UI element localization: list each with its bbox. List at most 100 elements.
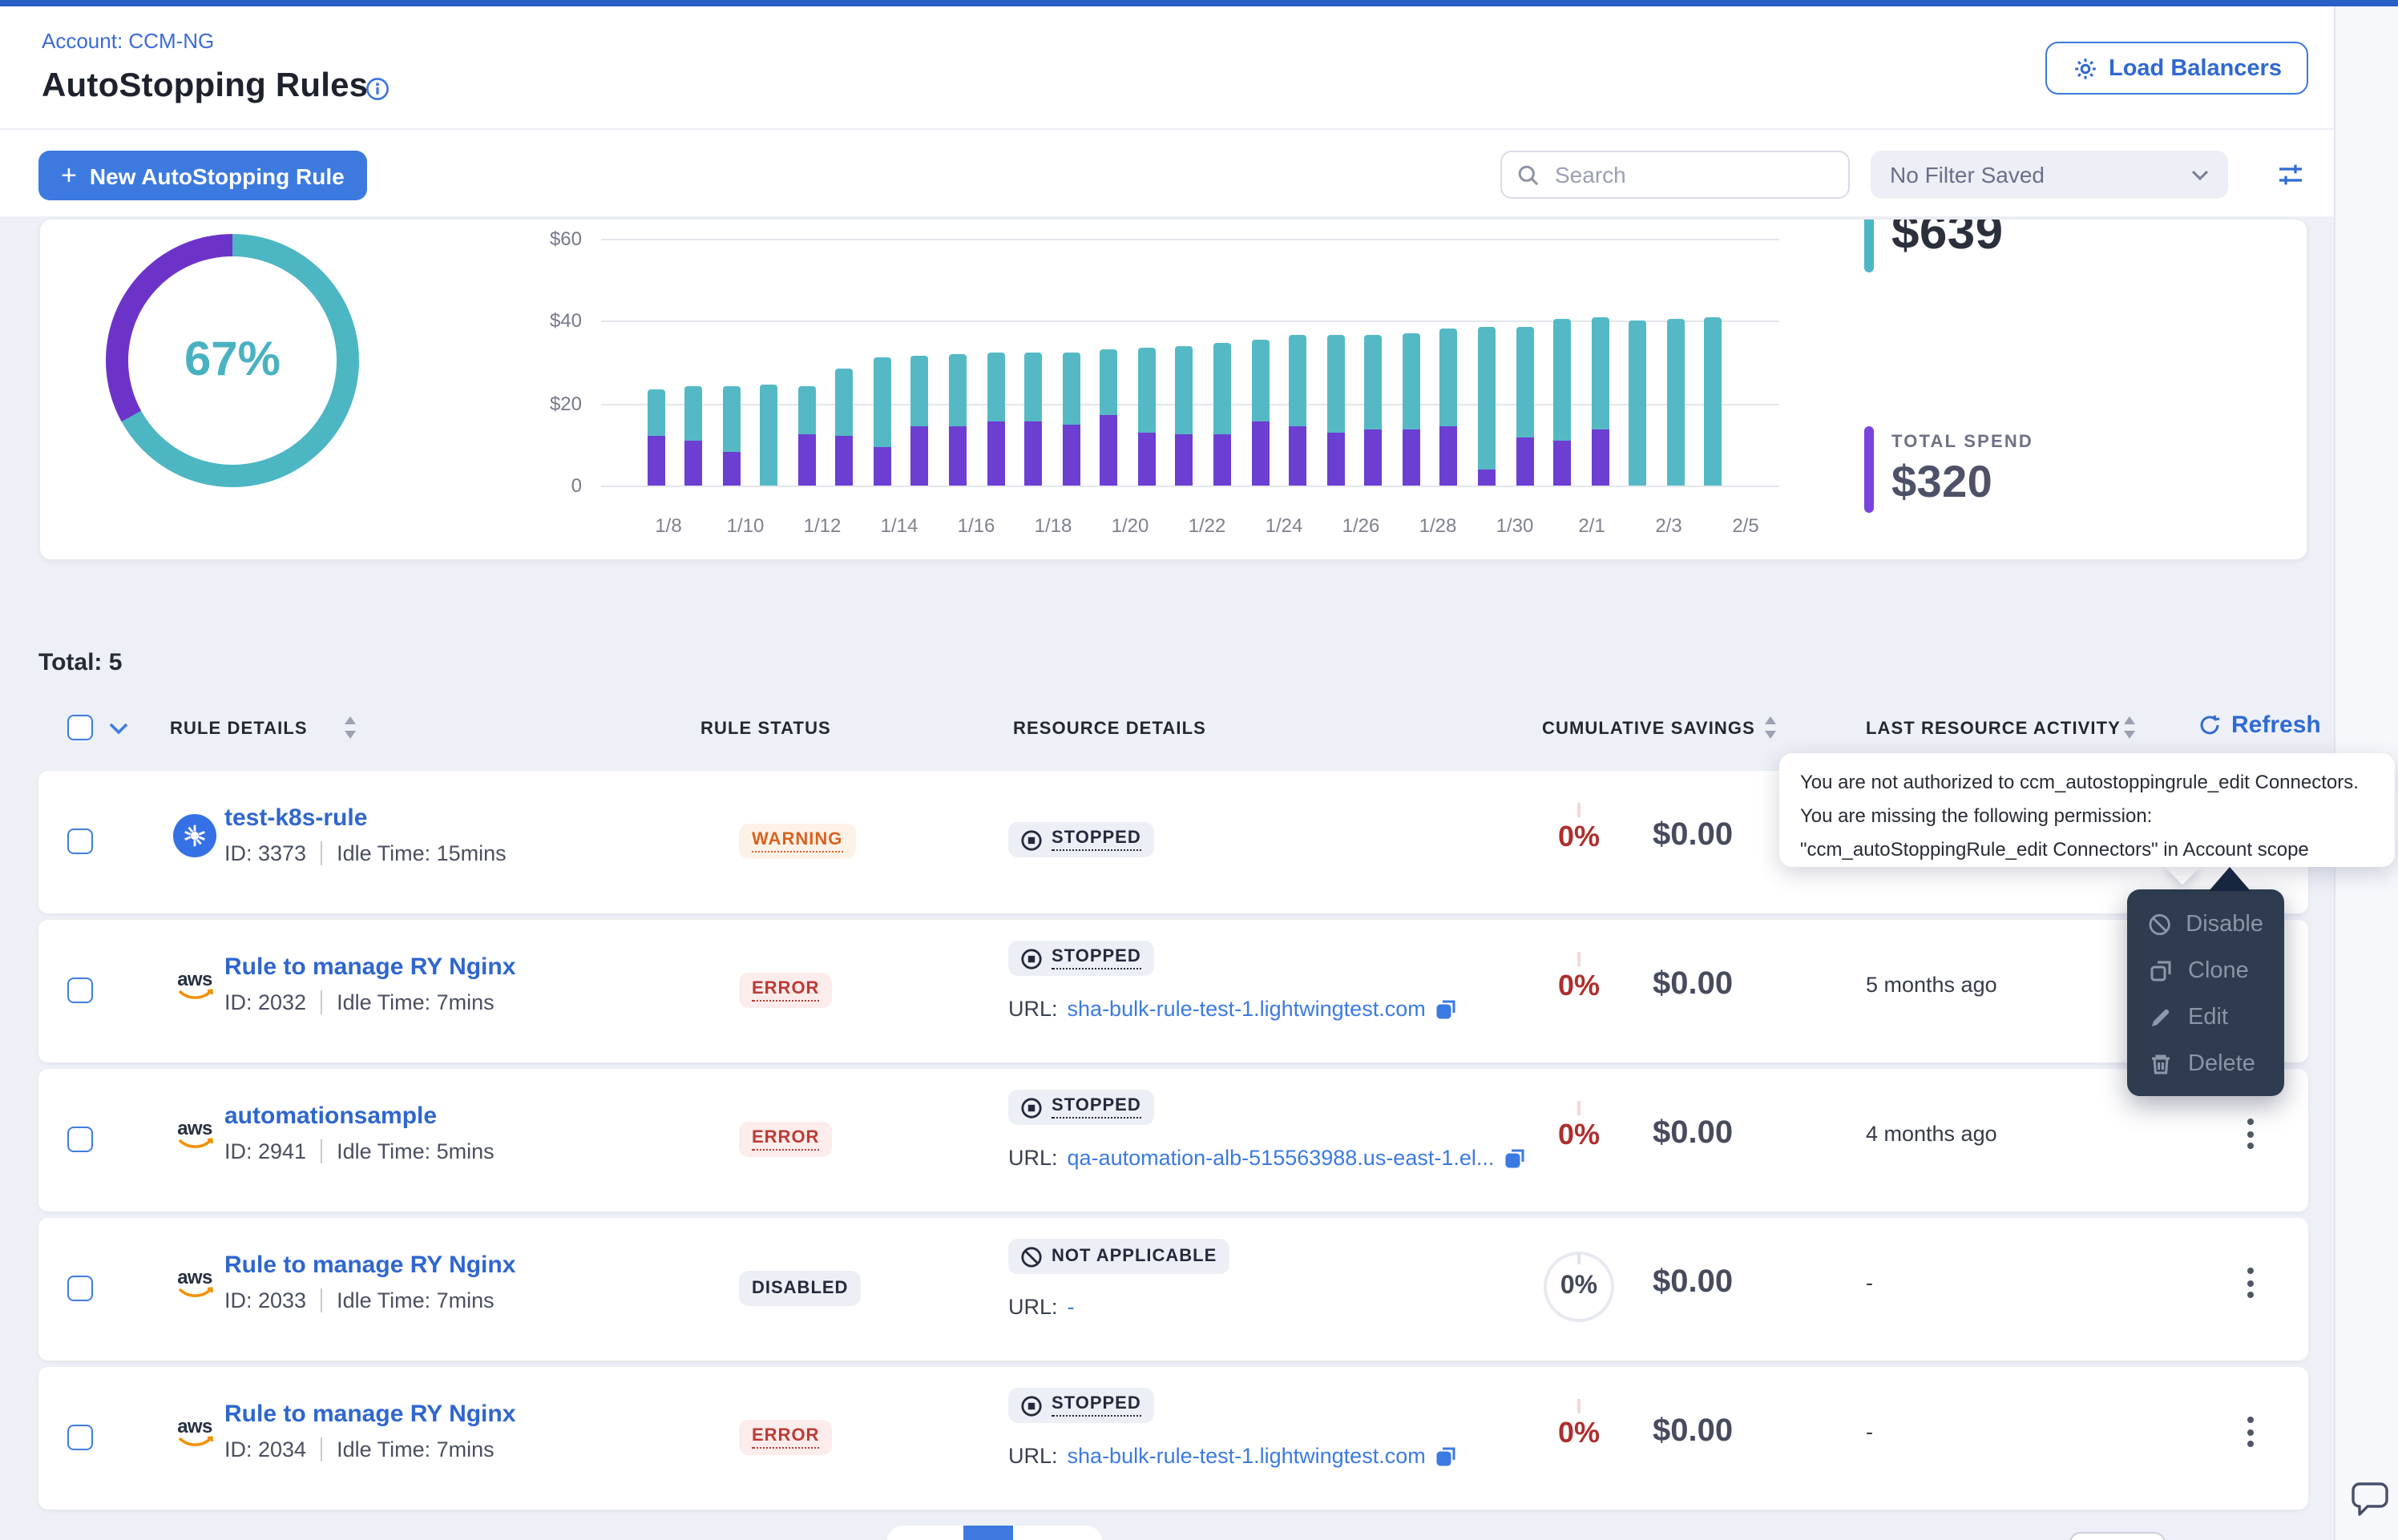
sort-icon[interactable] [1763,716,1778,739]
col-cumulative-savings: CUMULATIVE SAVINGS [1542,720,1755,739]
sort-icon[interactable] [2122,716,2137,739]
bar-segment [722,386,741,453]
bar-segment [1478,327,1496,470]
menu-item-edit[interactable]: Edit [2127,994,2284,1040]
bar-segment [835,436,854,486]
url-link[interactable]: qa-automation-alb-515563988.us-east-1.el… [1067,1146,1495,1170]
last-activity: 4 months ago [1866,1122,1997,1146]
bar-segment [1326,432,1345,486]
gridline [601,486,1779,487]
bar-segment [647,436,664,486]
bar-segment [1553,319,1572,441]
rule-name-link[interactable]: Rule to manage RY Nginx [224,1401,516,1428]
url-link[interactable]: sha-bulk-rule-test-1.lightwingtest.com [1067,997,1426,1021]
url-label: URL: [1008,1146,1058,1170]
url-link[interactable]: - [1067,1295,1075,1319]
load-balancers-button[interactable]: Load Balancers [2045,42,2308,95]
aws-icon: aws [173,1112,216,1155]
not-applicable-icon [1021,1246,1042,1267]
pagination-current-page[interactable] [963,1526,1013,1540]
col-resource-details: RESOURCE DETAILS [1013,720,1206,739]
row-checkbox[interactable] [67,1127,93,1152]
resource-state-badge: STOPPED [1008,822,1154,857]
plus-icon: + [61,159,77,190]
filter-settings-icon[interactable] [2276,160,2305,189]
new-autostopping-rule-button[interactable]: + New AutoStopping Rule [38,151,367,200]
status-badge-disabled: DISABLED [739,1271,862,1306]
y-tick: $60 [549,228,582,250]
progress-tick [1577,952,1580,966]
rule-name-link[interactable]: Rule to manage RY Nginx [224,1252,516,1279]
info-icon[interactable] [365,77,390,101]
bar-segment [873,446,891,486]
row-menu-button[interactable] [2238,1417,2263,1461]
x-tick: 1/20 [1111,514,1149,537]
chevron-down-icon[interactable] [109,723,128,736]
bar-segment [1553,440,1572,486]
kubernetes-icon [173,814,216,857]
tooltip-line: You are not authorized to ccm_autostoppi… [1800,771,2359,793]
bar-segment [1478,469,1496,486]
x-tick: 1/16 [957,514,995,537]
url-line: URL: qa-automation-alb-515563988.us-east… [1008,1146,1526,1170]
row-checkbox[interactable] [67,978,93,1003]
savings-donut-chart: 67% [106,234,359,487]
total-spend-label: TOTAL SPEND [1891,433,2033,452]
rule-id-line: ID: 2941 Idle Time: 5mins [224,1139,495,1163]
bar-segment [1062,352,1080,424]
copy-icon[interactable] [1435,998,1458,1020]
refresh-button[interactable]: Refresh [2198,712,2321,739]
bar-segment [910,425,929,486]
select-all-checkbox[interactable] [67,715,93,740]
stopped-icon [1021,948,1042,969]
tooltip-line: "ccm_autoStoppingRule_edit Connectors" i… [1800,838,2309,861]
row-checkbox[interactable] [67,828,93,854]
col-last-resource-activity: LAST RESOURCE ACTIVITY [1866,720,2121,739]
bar-segment [1251,421,1270,486]
rule-name-link[interactable]: Rule to manage RY Nginx [224,953,516,981]
menu-item-disable[interactable]: Disable [2127,901,2284,947]
bar-segment [1516,327,1534,438]
bar-segment [1439,425,1458,486]
rule-name-link[interactable]: test-k8s-rule [224,804,368,832]
menu-item-clone[interactable]: Clone [2127,947,2284,994]
url-line: URL: sha-bulk-rule-test-1.lightwingtest.… [1008,1444,1458,1468]
copy-icon[interactable] [1435,1445,1458,1467]
progress-tick [1577,1101,1580,1115]
url-link[interactable]: sha-bulk-rule-test-1.lightwingtest.com [1067,1444,1426,1468]
bar-segment [684,386,703,441]
divider [321,841,323,865]
bar-segment [1364,429,1383,486]
bar-segment [1213,433,1232,486]
total-savings-value: $639 [1891,218,2004,260]
row-checkbox[interactable] [67,1276,93,1301]
saved-filter-select[interactable]: No Filter Saved [1871,151,2228,199]
divider [321,1437,323,1461]
copy-icon[interactable] [1504,1147,1526,1169]
status-badge-warning: WARNING [739,824,856,859]
menu-item-delete[interactable]: Delete [2127,1040,2284,1086]
permission-tooltip: You are not authorized to ccm_autostoppi… [1779,753,2395,867]
bar-segment [797,433,816,486]
row-menu-button[interactable] [2238,1119,2263,1163]
account-breadcrumb[interactable]: Account: CCM-NG [42,29,215,53]
total-savings-accent-bar [1864,220,1874,272]
rule-name-link[interactable]: automationsample [224,1103,438,1130]
search-box [1500,151,1850,199]
bar-segment [987,352,1005,422]
progress-tick [1577,1253,1580,1264]
x-tick: 2/3 [1655,514,1682,537]
search-input[interactable] [1552,160,1834,189]
search-icon [1516,163,1540,187]
row-checkbox[interactable] [67,1425,93,1450]
bar-segment [1629,320,1647,486]
chat-bubble-icon[interactable] [2350,1478,2392,1519]
bar-plot [601,239,1779,487]
page-size-button[interactable] [2069,1532,2166,1540]
x-tick: 1/24 [1265,514,1303,537]
sort-icon[interactable] [343,716,357,739]
bar-segment [1591,316,1609,430]
row-menu-button[interactable] [2238,1268,2263,1312]
menu-arrow [2209,867,2251,891]
bar-chart-y-axis: $60 $40 $20 0 [505,228,582,497]
